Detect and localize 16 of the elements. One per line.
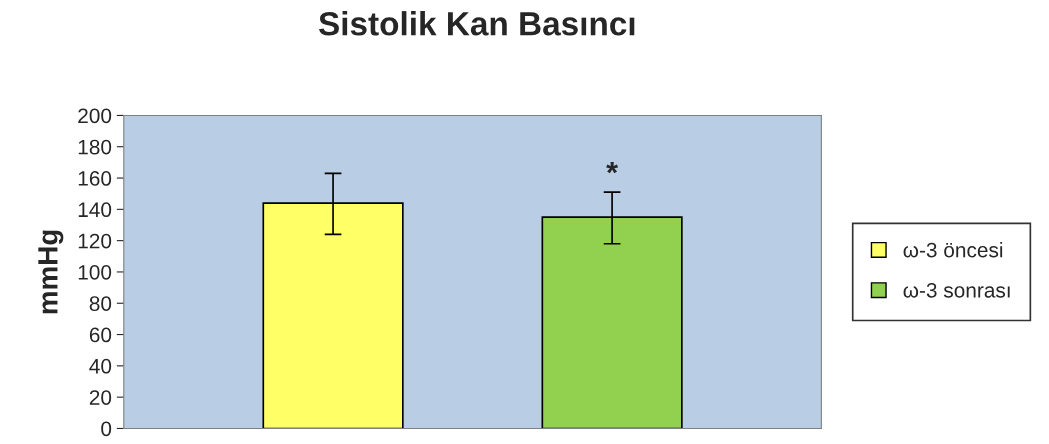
y-tick-label: 140	[78, 202, 112, 218]
annotation: *	[606, 161, 618, 174]
y-tick-label: 120	[78, 233, 112, 249]
y-tick-label: 160	[78, 171, 112, 186]
legend-label: ω-3 sonrası	[903, 282, 1010, 298]
chart-title: Sistolik Kan Basıncı	[318, 11, 635, 36]
legend-label: ω-3 öncesi	[903, 242, 1003, 258]
y-tick-label: 180	[78, 139, 112, 155]
y-tick-label: 20	[89, 390, 112, 405]
y-tick-label: 0	[101, 421, 112, 437]
y-tick-label: 100	[78, 264, 112, 280]
y-tick-label: 40	[89, 358, 112, 374]
y-tick-label: 200	[78, 108, 112, 124]
y-tick-label: 60	[89, 327, 112, 343]
y-axis-title: mmHg	[38, 230, 64, 314]
y-tick-label: 80	[89, 296, 112, 312]
